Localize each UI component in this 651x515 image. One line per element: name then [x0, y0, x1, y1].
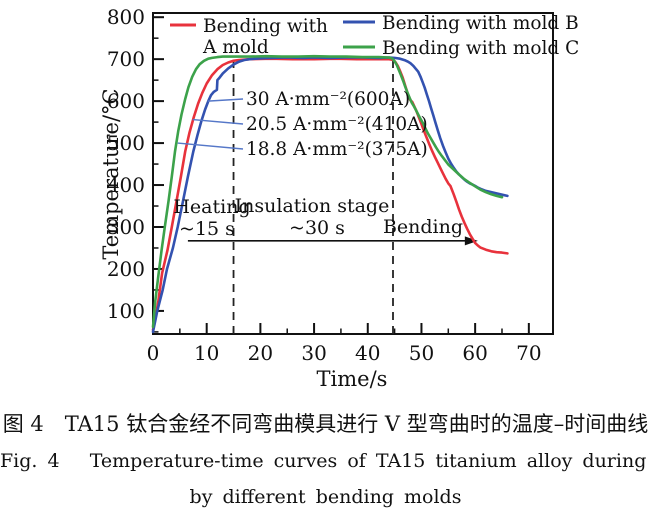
x-tick-label: 60: [462, 341, 487, 365]
stage-bending-label: Bending: [383, 216, 463, 238]
y-tick-label: 100: [107, 299, 145, 323]
legend-label-mold-c: Bending with mold C: [382, 38, 579, 59]
curves-layer: [151, 54, 509, 334]
annotation-600a: 30 A·mm⁻²(600A): [246, 89, 410, 110]
temperature-time-line-chart: 0 10 20 30 40 50 60 70100200300400500600700800 …: [99, 5, 579, 391]
x-tick-label: 0: [147, 341, 160, 365]
plot-frame: [152, 12, 554, 335]
annotation-leader-line: [207, 98, 244, 102]
plot-frame-layer: 0 10 20 30 40 50 60 70 100 200 300 400 500 600 700 800: [107, 5, 554, 365]
annotation-375a: 18.8 A·mm⁻²(375A): [246, 139, 428, 160]
y-tick-label: 300: [107, 215, 145, 239]
caption-english-line1: Fig. 4 Temperature-time curves of TA15 t…: [0, 450, 647, 472]
y-tick-label: 200: [107, 257, 145, 281]
y-tick-label: 700: [107, 47, 145, 71]
leader-lines-layer: [177, 98, 244, 150]
y-tick-label: 400: [107, 173, 145, 197]
curve-bending-with-mold-c: [151, 54, 504, 329]
stage-heating-label: Heating: [173, 196, 250, 218]
stage-heating-duration: ~15 s: [179, 218, 235, 240]
stage-insulation-label: Insulation stage: [235, 195, 390, 217]
current-annotations: 30 A·mm⁻²(600A) 20.5 A·mm⁻²(410A) 18.8 A…: [246, 89, 428, 160]
stage-lines-layer: [187, 57, 478, 334]
y-tick-label: 500: [107, 131, 145, 155]
y-axis-title: Temperature/°C: [99, 88, 123, 259]
stage-arrow-head: [464, 236, 478, 246]
caption-chinese: 图 4 TA15 钛合金经不同弯曲模具进行 V 型弯曲时的温度–时间曲线: [2, 412, 649, 436]
annotation-410a: 20.5 A·mm⁻²(410A): [246, 114, 428, 135]
x-tick-label: 50: [409, 341, 434, 365]
legend-label-mold-b: Bending with mold B: [382, 13, 579, 34]
y-tick-label: 800: [107, 5, 145, 29]
annotation-leader-line: [192, 118, 244, 125]
legend-label-a-mold-line2: A mold: [202, 37, 269, 58]
x-tick-label: 20: [248, 341, 273, 365]
caption-english-line2: by different bending molds: [189, 486, 462, 508]
x-axis-title: Time/s: [317, 367, 388, 391]
stage-insulation-duration: ~30 s: [289, 217, 345, 239]
legend-label-a-mold-line1: Bending with: [203, 16, 328, 37]
x-tick-label: 40: [355, 341, 380, 365]
x-tick-label: 30: [301, 341, 326, 365]
x-tick-label: 70: [516, 341, 541, 365]
y-tick-label: 600: [107, 89, 145, 113]
annotation-leader-line: [177, 142, 244, 150]
legend: Bending with A mold Bending with mold B …: [170, 13, 579, 59]
stage-labels: Heating ~15 s Insulation stage ~30 s Ben…: [173, 195, 463, 240]
x-tick-label: 10: [194, 341, 219, 365]
